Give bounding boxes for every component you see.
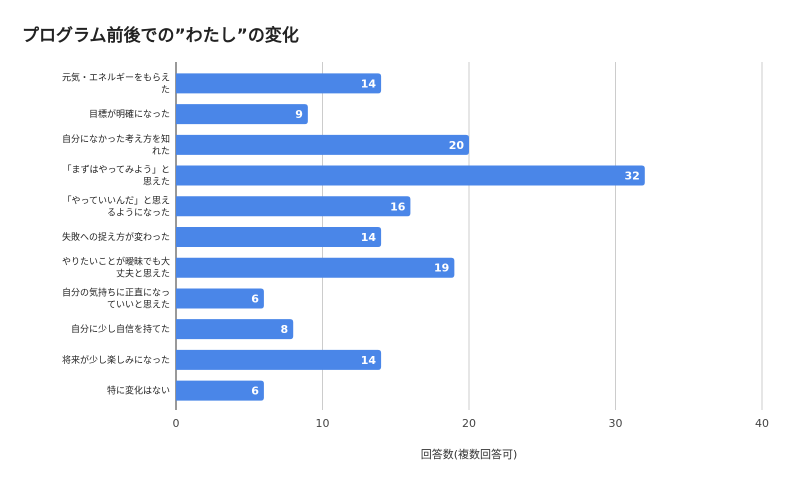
- bar: [176, 227, 382, 247]
- y-tick-label: やりたいことが曖昧でも大丈夫と思えた: [62, 255, 170, 279]
- value-label: 14: [361, 231, 377, 244]
- value-label: 16: [390, 200, 406, 213]
- value-label: 9: [295, 108, 303, 121]
- bar: [176, 349, 382, 370]
- x-tick-label: 20: [462, 417, 476, 430]
- value-label: 14: [361, 77, 377, 90]
- x-tick-label: 10: [316, 417, 330, 430]
- x-tick-label: 30: [609, 417, 623, 430]
- y-tick-label: 将来が少し楽しみになった: [62, 353, 170, 365]
- bar: [176, 257, 455, 278]
- y-tick-label: 特に変化はない: [107, 384, 170, 396]
- bar: [176, 380, 264, 401]
- y-tick-label: 自分になかった考え方を知れた: [62, 132, 170, 156]
- x-axis-label: 回答数(複数回答可): [421, 447, 518, 461]
- bar: [176, 134, 469, 155]
- y-tick-label: 「やっていいんだ」と思えるようになった: [62, 195, 170, 218]
- y-tick-label: 目標が明確になった: [89, 108, 170, 120]
- bar: [176, 165, 645, 186]
- y-tick-label: 失敗への捉え方が変わった: [62, 231, 170, 243]
- y-tick-label: 「まずはやってみよう」と思えた: [62, 164, 170, 187]
- value-label: 14: [361, 354, 377, 367]
- x-tick-label: 40: [755, 417, 769, 430]
- value-label: 6: [251, 385, 259, 398]
- bar: [176, 104, 308, 125]
- y-tick-label: 元気・エネルギーをもらえた: [62, 71, 170, 95]
- value-label: 20: [449, 139, 465, 152]
- x-tick-label: 0: [173, 417, 180, 430]
- y-tick-label: 自分の気持ちに正直になっていいと思えた: [62, 286, 170, 310]
- bar: [176, 319, 294, 340]
- value-label: 32: [624, 170, 639, 183]
- value-label: 19: [434, 262, 449, 275]
- chart-title: プログラム前後での”わたし”の変化: [22, 25, 299, 46]
- bar: [176, 196, 411, 217]
- bar: [176, 73, 382, 94]
- bar: [176, 288, 264, 309]
- value-label: 6: [251, 292, 259, 305]
- value-label: 8: [281, 323, 289, 336]
- y-tick-label: 自分に少し自信を持てた: [71, 323, 170, 335]
